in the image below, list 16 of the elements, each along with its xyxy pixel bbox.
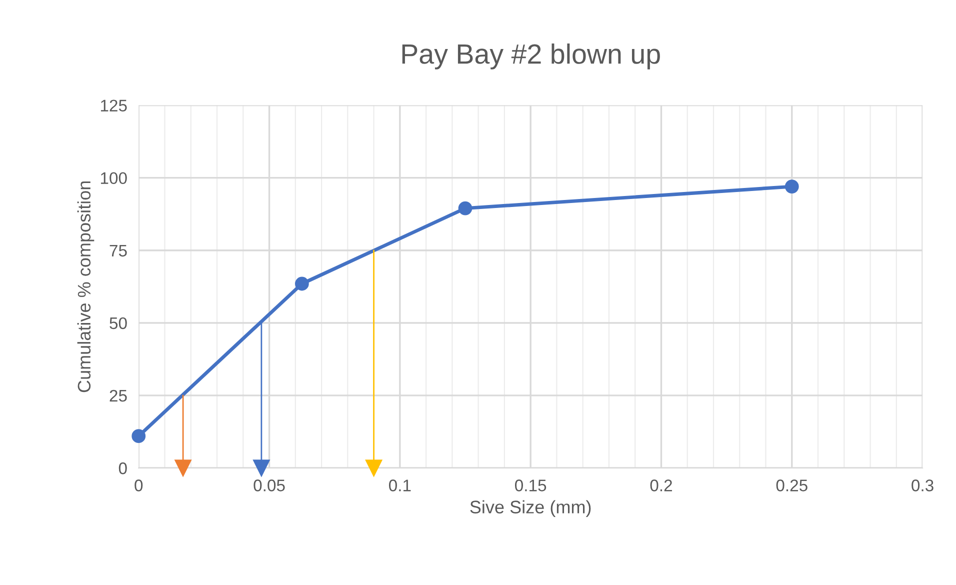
x-axis-title: Sive Size (mm) [470,500,591,518]
x-tick-label: 0.2 [650,480,672,492]
y-tick-label: 75 [110,244,127,257]
x-tick-label: 0.1 [388,480,411,492]
chart-title: Pay Bay #2 blown up [402,44,660,70]
y-tick-label: 125 [100,100,127,112]
x-tick-label: 0.25 [776,480,808,492]
y-axis-title: Cumulative % composition [77,181,94,392]
y-tick-label: 25 [110,390,127,402]
y-tick-label: 0 [118,462,127,474]
x-tick-label: 0.3 [912,480,934,492]
y-tick-label: 50 [110,317,127,330]
x-tick-label: 0 [134,480,143,492]
x-tick-label: 0.05 [254,480,285,492]
x-tick-label: 0.15 [515,480,546,492]
y-tick-label: 100 [100,172,127,184]
